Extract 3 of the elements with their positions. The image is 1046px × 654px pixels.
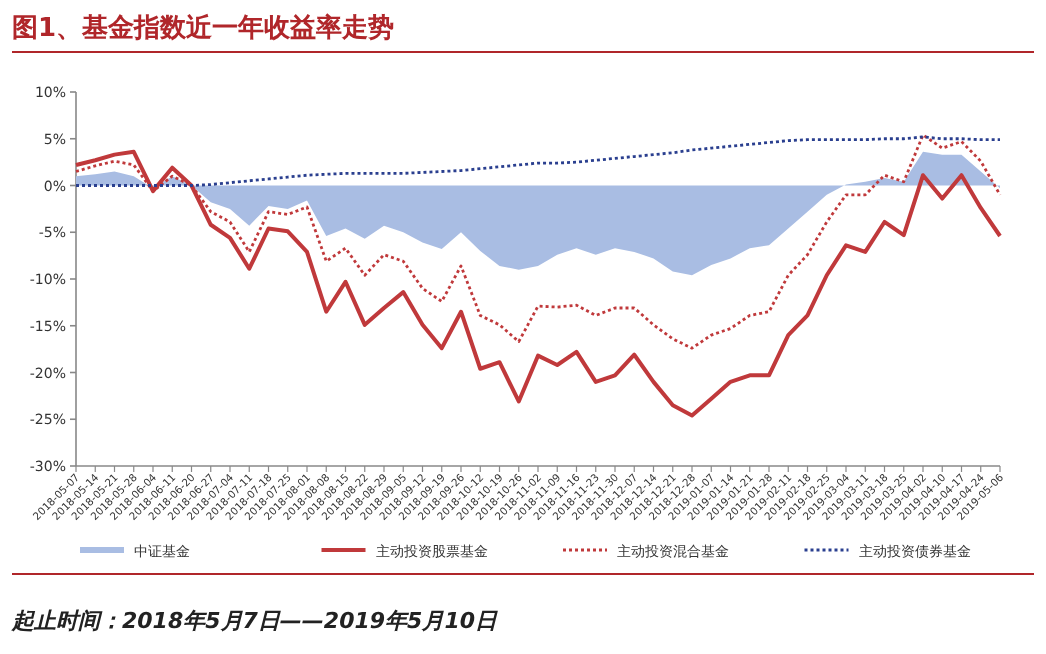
line-series (74, 135, 1002, 187)
text: 起止时间：2018年5月7日——2019年5月10日 (10, 608, 499, 634)
chart-title: 图1、基金指数近一年收益率走势 (12, 12, 395, 44)
